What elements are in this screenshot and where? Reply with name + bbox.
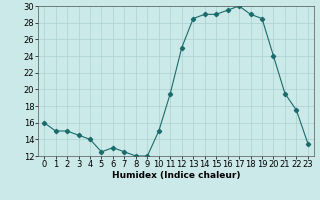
- X-axis label: Humidex (Indice chaleur): Humidex (Indice chaleur): [112, 171, 240, 180]
